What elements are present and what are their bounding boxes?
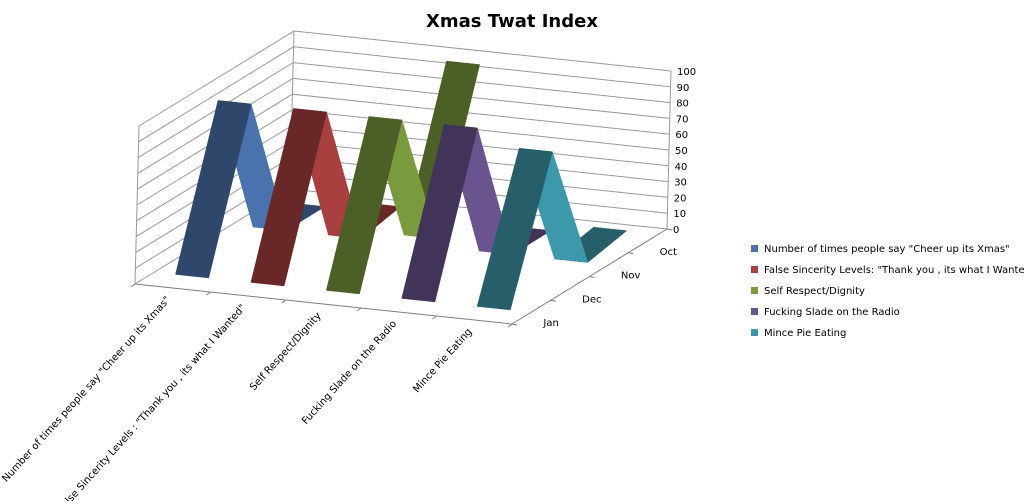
- legend-swatch: [751, 266, 758, 273]
- category-tick: [432, 315, 437, 320]
- series-ribbon: [476, 148, 628, 311]
- y-tick-label: 90: [677, 83, 690, 94]
- category-tick-label: Number of times people say "Cheer up its…: [0, 295, 173, 485]
- legend-entry: Number of times people say "Cheer up its…: [764, 244, 1010, 255]
- legend-entry: False Sincerity Levels: "Thank you , its…: [764, 265, 1024, 276]
- legend-entry: Self Respect/Dignity: [764, 286, 865, 297]
- y-tick-label: 0: [673, 225, 679, 236]
- category-tick-label: False Sincerity Levels : "Thank you , it…: [56, 303, 248, 501]
- depth-tick-label: Oct: [660, 247, 677, 258]
- y-tick-label: 20: [674, 193, 687, 204]
- category-tick: [130, 283, 136, 288]
- y-tick-label: 10: [673, 209, 686, 220]
- depth-tick: [589, 276, 595, 278]
- y-tick-label: 40: [675, 162, 688, 173]
- legend-swatch: [751, 245, 758, 252]
- ribbon-segment: [325, 116, 403, 295]
- y-tick-label: 60: [675, 130, 688, 141]
- depth-tick-label: Nov: [621, 271, 641, 282]
- depth-tick: [511, 323, 518, 326]
- category-tick-label: Self Respect/Dignity: [248, 311, 324, 393]
- legend-swatch: [751, 329, 758, 336]
- y-tick-label: 50: [675, 146, 688, 157]
- chart-ribbons: [175, 60, 628, 311]
- y-tick-label: 70: [676, 114, 689, 125]
- wall-edge: [134, 125, 140, 285]
- chart-title: Xmas Twat Index: [426, 11, 598, 32]
- category-tick-label: Fucking Slade on the Radio: [300, 319, 399, 427]
- chart-legend: Number of times people say "Cheer up its…: [751, 244, 1024, 339]
- depth-tick: [550, 299, 556, 302]
- ribbon-segment: [250, 108, 327, 287]
- y-tick-label: 30: [674, 178, 687, 189]
- wall-edge: [666, 70, 672, 230]
- ribbon-segment: [476, 148, 553, 311]
- ribbon-segment: [175, 100, 252, 279]
- category-tick: [206, 291, 211, 296]
- legend-entry: Fucking Slade on the Radio: [764, 307, 900, 318]
- y-tick-label: 100: [677, 67, 696, 78]
- depth-tick-label: Jan: [542, 318, 558, 329]
- legend-swatch: [751, 308, 758, 315]
- ribbon-segment: [401, 124, 478, 303]
- legend-entry: Mince Pie Eating: [764, 328, 846, 339]
- category-tick: [356, 307, 362, 312]
- category-tick: [507, 323, 513, 328]
- depth-tick: [666, 228, 673, 231]
- legend-swatch: [751, 287, 758, 294]
- category-tick: [281, 299, 287, 304]
- category-tick-label: Mince Pie Eating: [411, 327, 474, 396]
- depth-tick: [628, 252, 634, 255]
- category-axis-line: [134, 283, 513, 325]
- depth-tick-label: Dec: [582, 294, 601, 305]
- y-tick-label: 80: [676, 99, 689, 110]
